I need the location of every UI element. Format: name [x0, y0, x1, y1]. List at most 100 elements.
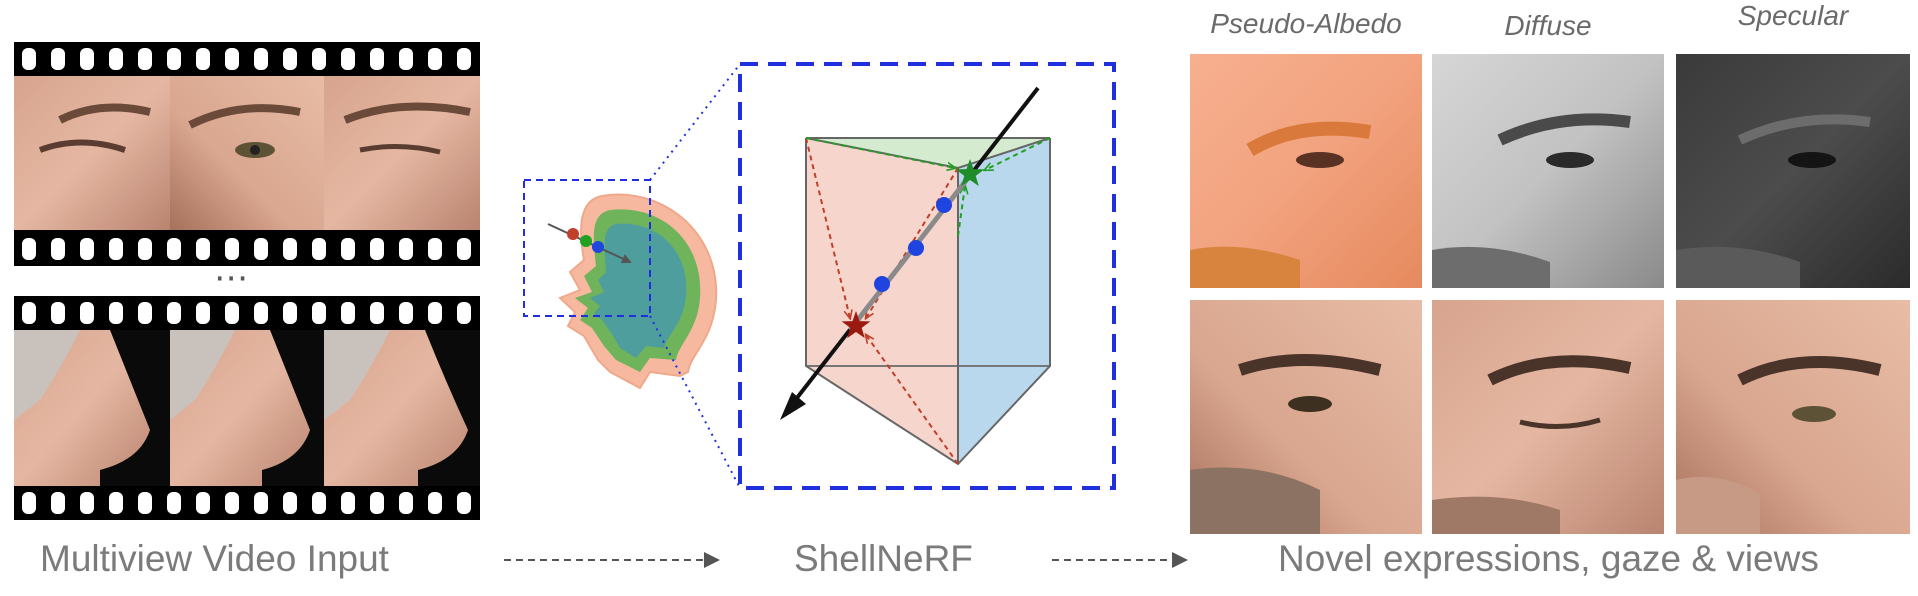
sample-point: [908, 240, 924, 256]
sprocket-hole: [399, 238, 413, 260]
sprocket-hole: [370, 302, 384, 324]
prism-left-face: [806, 138, 958, 464]
red-star-icon: [841, 311, 871, 339]
zoom-box-large: [738, 62, 1116, 490]
prism-top-face: [806, 138, 1050, 168]
stage-label-input: Multiview Video Input: [40, 538, 389, 579]
output-tile-specular: [1676, 54, 1910, 288]
output-tile-pseudo-albedo: [1190, 54, 1422, 288]
sprocket-hole: [428, 48, 442, 70]
sprocket-hole: [22, 492, 36, 514]
film-frame: [324, 76, 480, 230]
film-frame: [170, 330, 324, 486]
film-separator: ⋯: [214, 258, 248, 298]
prism-right-face: [958, 138, 1050, 464]
film-frame: [14, 330, 170, 486]
sprocket-hole: [22, 238, 36, 260]
output-tile-diffuse: [1432, 54, 1664, 288]
sprocket-hole: [254, 238, 268, 260]
sprocket-hole: [51, 48, 65, 70]
zoom-connector: [649, 63, 741, 181]
sprocket-hole: [370, 238, 384, 260]
sprocket-hole: [138, 48, 152, 70]
sprocket-hole: [254, 302, 268, 324]
sprocket-hole: [457, 302, 471, 324]
column-label-pseudo-albedo: Pseudo-Albedo: [1210, 8, 1402, 39]
flow-arrow-model-to-output: [1052, 552, 1188, 568]
head-shell-icon: [547, 193, 718, 390]
film-frame: [14, 76, 170, 230]
sprocket-hole: [341, 492, 355, 514]
sprocket-hole: [312, 48, 326, 70]
sprocket-hole: [138, 492, 152, 514]
sprocket-hole: [457, 238, 471, 260]
inner-head: [590, 223, 687, 358]
sprocket-hole: [341, 238, 355, 260]
sprocket-hole: [283, 48, 297, 70]
sprocket-hole: [80, 48, 94, 70]
column-label-specular: Specular: [1737, 0, 1849, 31]
sprocket-hole: [51, 302, 65, 324]
sprocket-hole: [225, 238, 239, 260]
sprocket-hole: [428, 238, 442, 260]
sprocket-hole: [457, 48, 471, 70]
zoom-box-small: [523, 179, 651, 317]
sprocket-hole: [167, 238, 181, 260]
sprocket-hole: [399, 302, 413, 324]
sprocket-hole: [370, 492, 384, 514]
sample-point: [874, 276, 890, 292]
sprocket-hole: [312, 238, 326, 260]
sprocket-hole: [341, 48, 355, 70]
sprocket-hole: [167, 48, 181, 70]
output-tile-novel-1: [1190, 300, 1422, 534]
sprocket-hole: [196, 302, 210, 324]
sprocket-hole: [109, 238, 123, 260]
sprocket-row: [22, 48, 471, 70]
sprocket-hole: [80, 302, 94, 324]
sprocket-hole: [399, 492, 413, 514]
column-label-diffuse: Diffuse: [1504, 10, 1592, 41]
sprocket-hole: [196, 492, 210, 514]
sprocket-hole: [312, 492, 326, 514]
sprocket-hole: [283, 492, 297, 514]
sprocket-hole: [312, 302, 326, 324]
output-tile-novel-3: [1676, 300, 1910, 534]
stage-label-output: Novel expressions, gaze & views: [1278, 538, 1819, 579]
sprocket-hole: [51, 492, 65, 514]
sprocket-hole: [428, 492, 442, 514]
sprocket-row: [22, 238, 471, 260]
film-strip-top: [14, 42, 480, 266]
film-frame: [324, 330, 480, 486]
sprocket-hole: [167, 302, 181, 324]
sprocket-hole: [138, 238, 152, 260]
prism: [805, 137, 1051, 466]
green-interpolation-rays: [805, 137, 1051, 237]
film-strip-bottom: [14, 296, 480, 520]
sprocket-hole: [80, 238, 94, 260]
sprocket-hole: [370, 48, 384, 70]
output-tile-novel-2: [1432, 300, 1664, 534]
sprocket-hole: [196, 238, 210, 260]
sprocket-hole: [109, 48, 123, 70]
sprocket-hole: [457, 492, 471, 514]
stage-label-model: ShellNeRF: [794, 538, 973, 579]
output-grid: [1190, 54, 1910, 534]
sprocket-hole: [109, 302, 123, 324]
sprocket-hole: [225, 492, 239, 514]
sprocket-hole: [399, 48, 413, 70]
sprocket-hole: [283, 238, 297, 260]
sprocket-hole: [167, 492, 181, 514]
sprocket-hole: [428, 302, 442, 324]
sprocket-hole: [283, 302, 297, 324]
sprocket-hole: [225, 302, 239, 324]
sprocket-hole: [341, 302, 355, 324]
flow-arrow-input-to-model: [504, 552, 720, 568]
sprocket-hole: [22, 302, 36, 324]
sample-point: [936, 197, 952, 213]
sprocket-hole: [51, 238, 65, 260]
sprocket-hole: [225, 48, 239, 70]
sprocket-hole: [22, 48, 36, 70]
green-star-icon: [955, 159, 985, 187]
sprocket-hole: [138, 302, 152, 324]
